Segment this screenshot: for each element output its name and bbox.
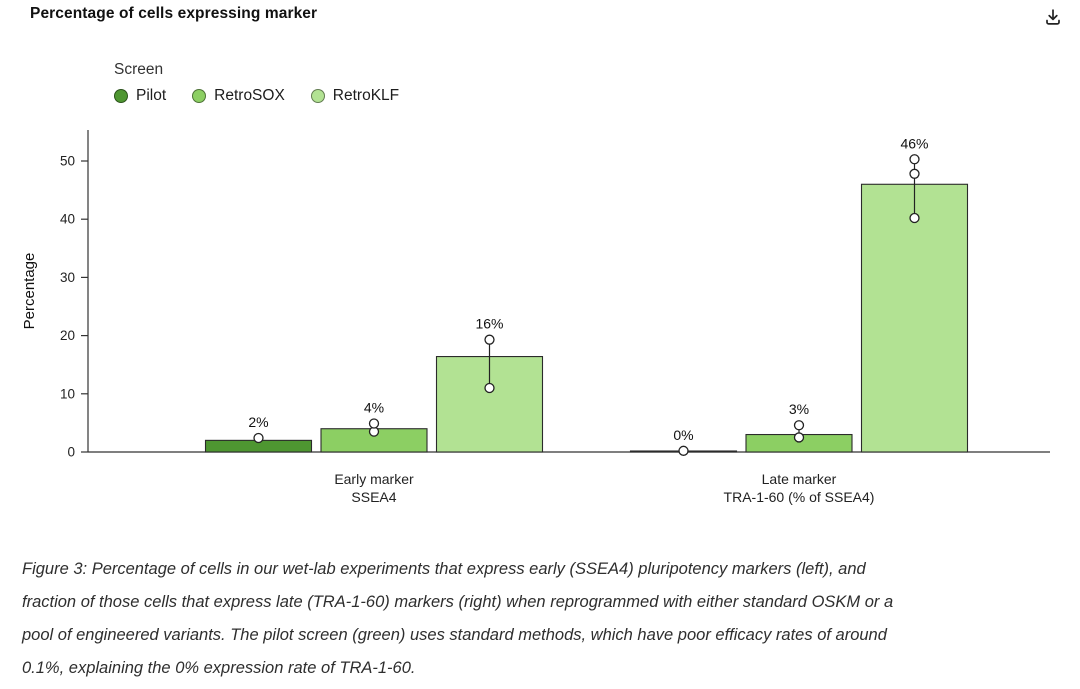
legend-swatch-retroklf (310, 89, 325, 103)
data-point (793, 420, 805, 431)
caption-line: fraction of those cells that express lat… (22, 593, 894, 611)
category-label: Early marker (334, 471, 414, 487)
legend-items: Pilot RetroSOX RetroKLF (114, 87, 399, 105)
data-point (909, 212, 920, 224)
chart-title: Percentage of cells expressing marker (30, 5, 318, 22)
y-tick-label: 10 (60, 386, 75, 401)
data-point (909, 154, 920, 165)
category-label: Late marker (762, 471, 837, 487)
value-label: 2% (248, 414, 268, 430)
caption-line: 0.1%, explaining the 0% expression rate … (22, 659, 416, 677)
legend-label-pilot: Pilot (136, 87, 167, 104)
y-tick-label: 40 (60, 212, 75, 227)
value-label: 0% (673, 427, 693, 443)
data-point (909, 168, 920, 179)
data-point (484, 334, 495, 345)
category-label: TRA-1-60 (% of SSEA4) (724, 489, 875, 505)
value-label: 4% (364, 399, 384, 415)
value-label: 46% (900, 135, 928, 151)
y-axis-title: Percentage (21, 253, 38, 330)
y-tick-label: 30 (60, 270, 75, 285)
y-tick-label: 0 (67, 445, 75, 460)
legend-swatch-pilot (114, 89, 128, 103)
caption-line: pool of engineered variants. The pilot s… (22, 626, 887, 644)
value-label: 16% (475, 316, 503, 332)
legend-title: Screen (114, 61, 164, 78)
legend-label-retrosox: RetroSOX (214, 87, 285, 104)
value-label: 3% (789, 401, 809, 417)
y-tick-label: 50 (60, 154, 75, 169)
legend-label-retroklf: RetroKLF (332, 87, 400, 104)
data-point (793, 432, 805, 443)
data-point (678, 445, 689, 456)
data-point (253, 432, 264, 444)
bar-retroklf-late (860, 183, 969, 453)
legend: Screen Pilot RetroSOX RetroKLF (114, 61, 399, 105)
download-button[interactable] (1040, 4, 1066, 30)
legend-swatch-retrosox (192, 89, 207, 103)
y-tick-label: 20 (60, 328, 75, 343)
legend-item-pilot: Pilot (114, 87, 166, 105)
download-icon (1046, 9, 1060, 25)
caption-line: Figure 3: Percentage of cells in our wet… (22, 560, 866, 578)
legend-item-retrosox: RetroSOX (192, 87, 285, 105)
legend-item-retroklf: RetroKLF (310, 87, 400, 105)
category-label: SSEA4 (351, 489, 396, 505)
figure-caption: Figure 3: Percentage of cells in our wet… (22, 553, 893, 685)
data-point (484, 382, 495, 394)
bar-chart: 0 10 20 30 40 50 Percentage 2% 0% 4% 3% 16% 46% Early… (21, 130, 1050, 505)
data-point (368, 418, 380, 429)
